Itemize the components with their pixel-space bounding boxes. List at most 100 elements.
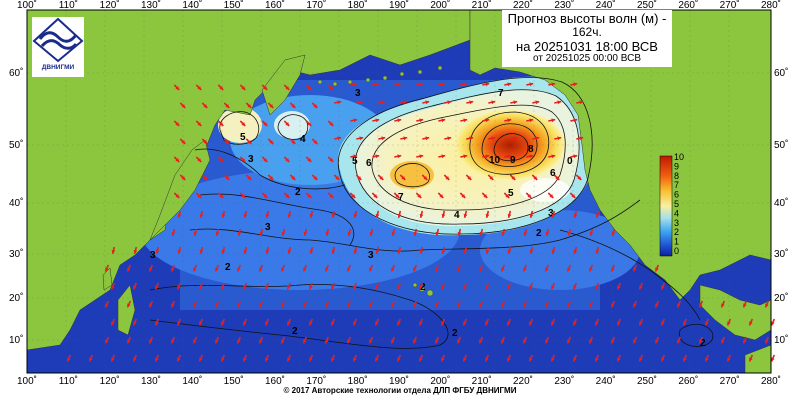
wave-arrow-head bbox=[171, 267, 175, 272]
wave-arrow-head bbox=[611, 267, 615, 272]
contour-label: 2 bbox=[225, 262, 231, 273]
longitude-label: 170˚ bbox=[306, 375, 326, 387]
wave-arrow-head bbox=[225, 140, 230, 144]
wave-arrow-head bbox=[595, 321, 599, 326]
wave-arrow-head bbox=[617, 285, 621, 290]
colorbar-tick-label: 2 bbox=[674, 227, 679, 237]
wave-arrow-head bbox=[479, 231, 484, 236]
wave-arrow-head bbox=[265, 321, 269, 326]
wave-arrow-head bbox=[555, 176, 560, 180]
wave-arrow-head bbox=[237, 231, 242, 236]
wave-arrow-head bbox=[375, 321, 379, 326]
contour-label: 9 bbox=[510, 155, 516, 166]
wave-arrow-head bbox=[193, 339, 197, 344]
wave-arrow-head bbox=[287, 285, 291, 290]
wave-arrow-head bbox=[347, 339, 351, 344]
longitude-label: 250˚ bbox=[637, 375, 657, 387]
wave-arrow-head bbox=[397, 357, 401, 362]
wave-arrow-head bbox=[419, 213, 424, 218]
wave-arrow-head bbox=[567, 231, 572, 236]
longitude-label: 130˚ bbox=[141, 375, 161, 387]
wave-arrow-head bbox=[435, 267, 439, 272]
forecast-title-box: Прогноз высоты волн (м) - 162ч. на 20251… bbox=[502, 10, 672, 67]
colorbar bbox=[659, 155, 673, 257]
wave-arrow-head bbox=[721, 303, 725, 308]
wave-arrow-head bbox=[683, 321, 687, 326]
wave-arrow-head bbox=[263, 122, 268, 126]
wave-arrow-head bbox=[287, 249, 292, 254]
wave-arrow-head bbox=[357, 176, 362, 180]
longitude-label: 140˚ bbox=[182, 375, 202, 387]
wave-arrow-head bbox=[749, 357, 753, 362]
wave-arrow-head bbox=[491, 100, 496, 105]
wave-arrow-head bbox=[325, 231, 330, 236]
wave-arrow-head bbox=[485, 357, 489, 362]
wave-arrow-head bbox=[507, 249, 512, 254]
wave-arrow-head bbox=[463, 213, 468, 218]
wave-arrow-head bbox=[417, 194, 422, 198]
north-america-land bbox=[469, 9, 772, 301]
wave-arrow-head bbox=[325, 303, 329, 308]
contour-label: 2 bbox=[420, 282, 426, 293]
wave-arrow-head bbox=[199, 213, 204, 218]
wave-arrow-head bbox=[291, 176, 296, 180]
wave-arrow-head bbox=[397, 285, 401, 290]
wave-arrow-head bbox=[557, 136, 562, 141]
longitude-label: 170˚ bbox=[306, 0, 326, 11]
wave-arrow-head bbox=[263, 194, 268, 198]
wave-arrow-head bbox=[197, 122, 202, 126]
wave-arrow-head bbox=[181, 104, 186, 108]
contour-label: 0 bbox=[567, 156, 573, 167]
latitude-labels-right: 60˚ 50˚ 40˚ 30˚ 20˚ 10˚ bbox=[774, 67, 788, 346]
wave-arrow-head bbox=[419, 154, 424, 159]
wave-arrow-head bbox=[683, 357, 687, 362]
philippines-land bbox=[117, 284, 136, 336]
longitude-label: 110˚ bbox=[59, 375, 78, 387]
wave-arrow-head bbox=[463, 357, 467, 362]
longitude-label: 220˚ bbox=[513, 375, 533, 387]
wave-arrow-head bbox=[529, 154, 534, 159]
wave-arrow-head bbox=[111, 321, 115, 326]
wave-arrow-head bbox=[461, 194, 466, 198]
contour-label: 5 bbox=[508, 188, 514, 199]
wave-arrow-head bbox=[67, 357, 71, 362]
longitude-label: 280˚ bbox=[761, 375, 781, 387]
wave-arrow-head bbox=[441, 82, 446, 87]
wave-arrow-head bbox=[291, 140, 296, 144]
longitude-label: 160˚ bbox=[265, 0, 285, 11]
wave-arrow-head bbox=[247, 140, 252, 144]
wave-arrow-head bbox=[529, 285, 533, 290]
wave-arrow-head bbox=[331, 357, 335, 362]
wave-arrow-head bbox=[441, 321, 445, 326]
wave-arrow-head bbox=[403, 100, 408, 105]
wave-arrow-head bbox=[285, 86, 290, 90]
wave-arrow-head bbox=[661, 357, 665, 362]
wave-arrow-head bbox=[391, 303, 395, 308]
wave-arrow-head bbox=[149, 267, 153, 272]
wave-arrow-head bbox=[197, 194, 202, 198]
wave-arrow-head bbox=[329, 122, 334, 126]
wave-arrow-head bbox=[413, 267, 417, 272]
wave-arrow-head bbox=[369, 267, 373, 272]
wave-arrow-head bbox=[419, 321, 423, 326]
wave-arrow-head bbox=[485, 82, 490, 87]
colorbar-tick-label: 6 bbox=[674, 190, 679, 200]
wave-arrow-head bbox=[633, 339, 637, 344]
wave-arrow-head bbox=[199, 321, 203, 326]
wave-arrow-head bbox=[215, 231, 220, 236]
wave-arrow-head bbox=[501, 231, 506, 236]
contour-label: 2 bbox=[295, 187, 301, 198]
wave-arrow-head bbox=[221, 249, 226, 254]
wave-arrow-head bbox=[177, 285, 181, 290]
longitude-label: 100˚ bbox=[17, 375, 37, 387]
colorbar-tick-label: 3 bbox=[674, 218, 679, 228]
wave-arrow-head bbox=[111, 285, 115, 290]
wave-arrow-head bbox=[331, 213, 336, 218]
contour-label: 10 bbox=[489, 155, 501, 166]
wave-arrow-head bbox=[463, 285, 467, 290]
wave-arrow-head bbox=[303, 231, 308, 236]
wave-arrow-head bbox=[589, 231, 594, 236]
wave-arrow-head bbox=[353, 118, 358, 123]
wave-arrow-head bbox=[353, 321, 357, 326]
wave-arrow-head bbox=[551, 118, 556, 123]
